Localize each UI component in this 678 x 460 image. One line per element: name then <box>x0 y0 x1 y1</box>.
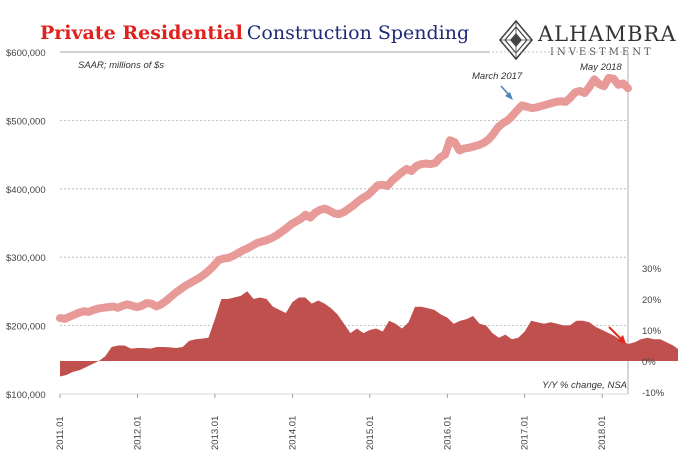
left-tick-label: $400,000 <box>6 185 46 196</box>
x-tick-label: 2011.01 <box>55 416 66 450</box>
yoy-area <box>60 291 678 377</box>
right-tick-label: 30% <box>642 264 662 275</box>
right-tick-label: 20% <box>642 295 662 306</box>
x-tick-label: 2013.01 <box>210 416 221 450</box>
chart-title-part2: Construction Spending <box>246 22 470 44</box>
left-axis: $100,000 $200,000 $300,000 $400,000 $500,000… <box>6 48 46 401</box>
brand-name: ALHAMBRA <box>538 22 677 46</box>
right-axis: -10% 0% 10% 20% 30% <box>642 264 665 399</box>
x-tick-label: 2015.01 <box>365 416 376 450</box>
x-tick-label: 2016.01 <box>442 416 453 450</box>
red-arrow-icon <box>608 326 626 344</box>
brand-logo: ALHAMBRA INVESTMENT <box>498 18 676 64</box>
brand-sub: INVESTMENT <box>550 47 654 58</box>
may-2018-label: May 2018 <box>580 62 622 73</box>
chart-title-part1: Private Residential <box>40 22 243 44</box>
x-axis: 2011.01 2012.01 2013.01 2014.01 2015.01 2016.… <box>55 394 608 450</box>
chart-title: Private Residential Construction Spending <box>40 22 469 44</box>
level-line-layer <box>56 73 632 323</box>
left-tick-label: $200,000 <box>6 322 46 333</box>
x-tick-label: 2014.01 <box>287 416 298 450</box>
march-2017-arrow <box>500 85 513 100</box>
left-tick-label: $300,000 <box>6 253 46 264</box>
units-note: SAAR; millions of $s <box>78 60 164 71</box>
right-tick-label: 0% <box>642 357 656 368</box>
right-tick-label: 10% <box>642 326 662 337</box>
x-tick-label: 2018.01 <box>597 416 608 450</box>
x-tick-label: 2017.01 <box>520 416 531 450</box>
x-tick-label: 2012.01 <box>132 416 143 450</box>
march-2017-label: March 2017 <box>472 71 523 82</box>
secondary-axis-note: Y/Y % change, NSA <box>542 380 627 391</box>
left-tick-label: $600,000 <box>6 48 46 59</box>
yoy-area-layer <box>60 291 678 377</box>
left-tick-label: $500,000 <box>6 116 46 127</box>
left-tick-label: $100,000 <box>6 390 46 401</box>
diamond-lattice-icon <box>498 19 534 61</box>
level-line <box>56 73 632 323</box>
right-tick-label: -10% <box>642 388 665 399</box>
